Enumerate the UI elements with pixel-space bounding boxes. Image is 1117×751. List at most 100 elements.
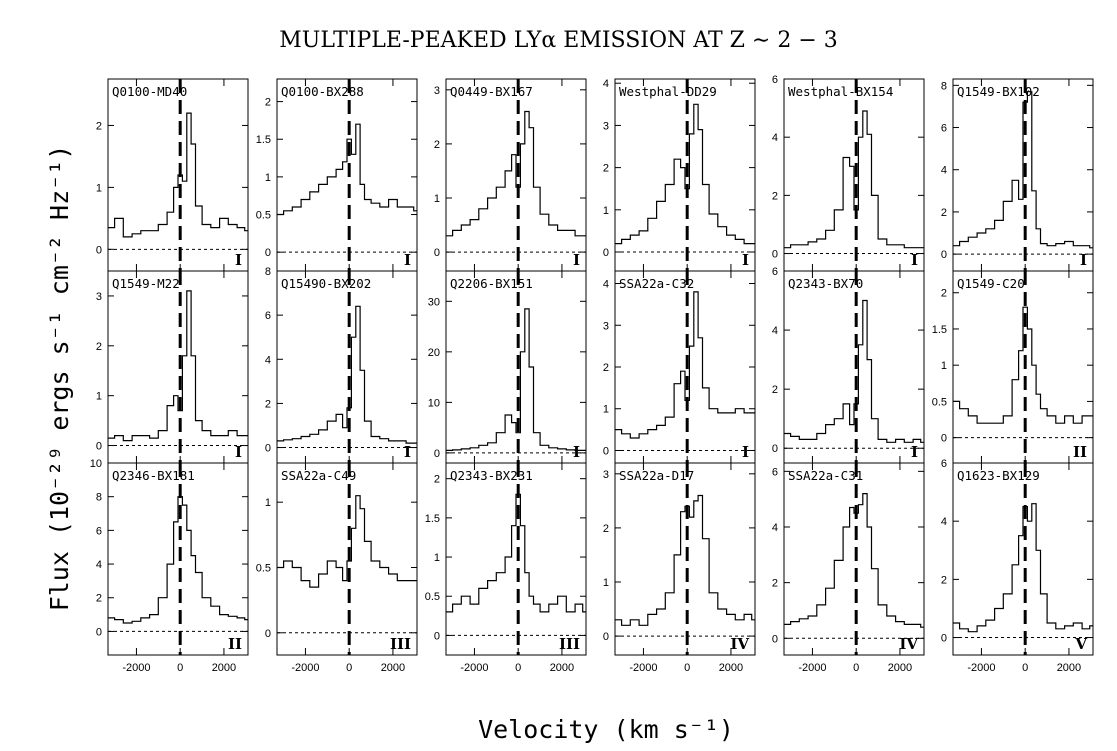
y-tick-label: 8 <box>96 492 102 504</box>
panel-name: Westphal-DD29 <box>619 84 717 99</box>
panel-frame <box>276 270 418 464</box>
spectrum-line <box>953 91 1093 249</box>
y-tick-label: 1 <box>434 193 440 205</box>
panel-name: SSA22a-D17 <box>619 468 694 483</box>
y-tick-label: 0 <box>96 441 102 453</box>
y-tick-label: 2 <box>265 398 271 410</box>
y-tick-label: 6 <box>772 466 778 478</box>
panel-name: Westphal-BX154 <box>788 84 893 99</box>
panel-name: Q15490-BX202 <box>281 276 371 291</box>
y-tick-label: 4 <box>941 165 947 177</box>
spectrum-line <box>277 495 417 588</box>
y-tick-label: 2 <box>772 578 778 590</box>
panel-frame <box>445 270 587 464</box>
y-tick-label: 1 <box>603 404 609 416</box>
y-tick-label: 8 <box>265 266 271 278</box>
panel-class: I <box>742 443 749 461</box>
spectrum-line <box>108 112 248 238</box>
y-tick-label: 0.5 <box>256 562 271 574</box>
x-tick-label: 2000 <box>381 662 405 674</box>
y-tick-label: 0 <box>434 247 440 259</box>
x-tick-label: -2000 <box>629 662 657 674</box>
y-tick-label: 30 <box>428 296 440 308</box>
spectrum-line <box>108 496 248 624</box>
y-tick-label: 3 <box>603 120 609 132</box>
y-tick-label: 0 <box>434 448 440 460</box>
panel-class: I <box>573 251 580 269</box>
spectrum-line <box>953 503 1093 633</box>
y-tick-label: 0 <box>603 445 609 457</box>
x-tick-label: -2000 <box>967 662 995 674</box>
y-tick-label: 0 <box>772 633 778 645</box>
panel-class: II <box>228 635 242 653</box>
y-tick-label: 4 <box>603 279 609 291</box>
panel-class: I <box>911 443 918 461</box>
x-tick-label: 0 <box>346 662 352 674</box>
x-tick-label: 0 <box>1022 662 1028 674</box>
y-tick-label: 6 <box>96 525 102 537</box>
y-tick-label: 3 <box>603 469 609 481</box>
y-tick-label: 2 <box>603 523 609 535</box>
y-tick-label: 2 <box>603 163 609 175</box>
panel-name: SSA22a-C31 <box>788 468 863 483</box>
figure-title: MULTIPLE-PEAKED LYα EMISSION AT Z ∼ 2 − … <box>279 28 838 53</box>
panel-name: Q0449-BX167 <box>450 84 533 99</box>
spectrum-line <box>277 123 417 216</box>
panel-class: I <box>573 443 580 461</box>
panel-frame <box>614 270 756 464</box>
y-tick-label: 2 <box>603 362 609 374</box>
y-tick-label: 1.5 <box>932 324 947 336</box>
y-tick-label: 0 <box>96 244 102 256</box>
x-tick-label: 2000 <box>719 662 743 674</box>
panel-name: Q2343-BX70 <box>788 276 863 291</box>
y-tick-label: 0.5 <box>256 210 271 222</box>
panel-name: Q2206-BX151 <box>450 276 533 291</box>
x-tick-label: 2000 <box>550 662 574 674</box>
panel-class: III <box>390 635 411 653</box>
y-tick-label: 2 <box>772 190 778 202</box>
spectrum-line <box>784 110 924 249</box>
spectrum-line <box>446 110 586 237</box>
y-tick-label: 4 <box>772 522 778 534</box>
panel-class: I <box>911 251 918 269</box>
y-tick-label: 1 <box>603 577 609 589</box>
panel-class: I <box>404 443 411 461</box>
x-tick-label: 2000 <box>888 662 912 674</box>
panel-frame <box>783 270 925 464</box>
y-tick-label: 1 <box>603 205 609 217</box>
y-tick-label: 0 <box>772 249 778 261</box>
y-tick-label: 2 <box>265 97 271 109</box>
y-tick-label: 2 <box>941 574 947 586</box>
panel-frame <box>445 462 587 656</box>
panel-name: Q0100-BX288 <box>281 84 364 99</box>
panel-name: SSA22a-C49 <box>281 468 356 483</box>
y-tick-label: 0 <box>96 626 102 638</box>
y-tick-label: 0 <box>603 631 609 643</box>
y-tick-label: 0 <box>265 247 271 259</box>
y-tick-label: 1 <box>265 497 271 509</box>
panel-name: Q2343-BX231 <box>450 468 533 483</box>
y-tick-label: 6 <box>941 458 947 470</box>
y-tick-label: 2 <box>96 120 102 132</box>
y-tick-label: 3 <box>603 320 609 332</box>
panel-name: SSA22a-C32 <box>619 276 694 291</box>
x-tick-label: -2000 <box>291 662 319 674</box>
y-tick-label: 4 <box>772 132 778 144</box>
panel-class: I <box>404 251 411 269</box>
x-tick-label: 2000 <box>212 662 236 674</box>
y-tick-label: 0 <box>265 443 271 455</box>
y-tick-label: 2 <box>434 474 440 486</box>
y-tick-label: 2 <box>96 341 102 353</box>
y-tick-label: 6 <box>265 310 271 322</box>
panel-class: I <box>742 251 749 269</box>
x-tick-label: -2000 <box>122 662 150 674</box>
y-tick-label: 4 <box>96 559 102 571</box>
x-tick-label: 0 <box>515 662 521 674</box>
panel-frame <box>107 270 249 464</box>
spectrum-line <box>953 306 1093 424</box>
y-tick-label: 4 <box>941 516 947 528</box>
y-tick-label: 10 <box>90 458 102 470</box>
y-tick-label: 4 <box>603 78 609 90</box>
y-axis-label: Flux (10⁻²⁹ ergs s⁻¹ cm⁻² Hz⁻¹) <box>45 145 74 612</box>
